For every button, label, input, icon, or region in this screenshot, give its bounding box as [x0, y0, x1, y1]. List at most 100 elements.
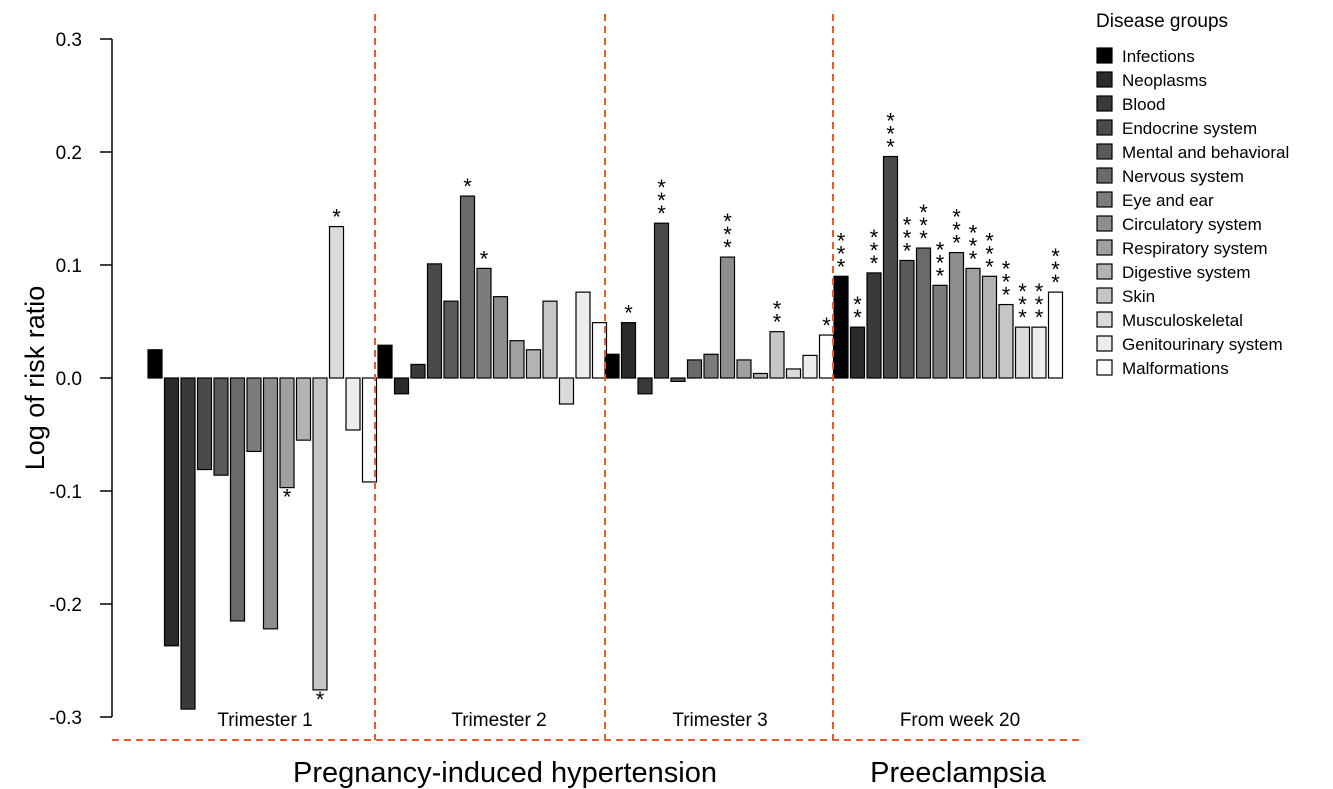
- legend-swatch: [1096, 311, 1113, 328]
- legend-swatch: [1096, 359, 1113, 376]
- bar-skin: [769, 331, 785, 379]
- bar-skin: [542, 300, 558, 379]
- significance-star: *: [837, 228, 846, 253]
- bar-genitourinary-system: [802, 354, 818, 379]
- bar-respiratory-system: [279, 377, 295, 489]
- significance-star: *: [657, 188, 666, 213]
- group-label: Trimester 3: [672, 710, 767, 731]
- legend-label: Malformations: [1122, 359, 1229, 378]
- group-label: Trimester 1: [217, 710, 312, 731]
- legend-swatch: [1096, 335, 1113, 352]
- significance-star: *: [773, 297, 782, 322]
- significance-star: *: [919, 200, 928, 225]
- bar-respiratory-system: [736, 359, 752, 379]
- bar-blood: [180, 377, 196, 710]
- legend-label: Respiratory system: [1122, 239, 1267, 258]
- significance-star: *: [723, 222, 732, 247]
- outcome-label: Preeclampsia: [870, 757, 1047, 789]
- legend-title: Disease groups: [1096, 11, 1228, 32]
- outcome-labels: Pregnancy-induced hypertension Preeclamps…: [293, 757, 1047, 789]
- bar-infections: [604, 353, 620, 379]
- bar-skin: [998, 303, 1014, 379]
- significance-star: *: [822, 313, 831, 338]
- significance-star: *: [952, 205, 961, 230]
- legend-swatch: [1096, 167, 1113, 184]
- bar-endocrine-system: [196, 377, 213, 471]
- significance-star: *: [936, 237, 945, 262]
- bar-eye-and-ear: [476, 267, 492, 379]
- significance-star: *: [870, 225, 879, 250]
- significance-star: *: [969, 246, 978, 271]
- significance-star: *: [463, 174, 472, 199]
- significance-star: *: [723, 209, 732, 234]
- significance-star: *: [952, 218, 961, 243]
- bar-eye-and-ear: [703, 353, 719, 379]
- significance-star: *: [332, 205, 341, 230]
- bar-infections: [833, 275, 849, 379]
- significance-star: *: [1002, 257, 1011, 282]
- legend-label: Infections: [1122, 47, 1195, 66]
- significance-star: *: [870, 238, 879, 263]
- legend-label: Musculoskeletal: [1122, 311, 1243, 330]
- bar-endocrine-system: [882, 155, 899, 379]
- legend-swatch: [1096, 239, 1113, 256]
- y-tick-label: 0.1: [56, 256, 82, 277]
- significance-star: *: [480, 246, 489, 271]
- bar-nervous-system: [229, 377, 246, 622]
- bar-group-2: **: [377, 174, 608, 405]
- significance-star: *: [723, 235, 732, 260]
- legend-swatch: [1096, 95, 1113, 112]
- significance-star: *: [903, 238, 912, 263]
- legend-label: Blood: [1122, 95, 1165, 114]
- bar-eye-and-ear: [932, 284, 948, 379]
- y-axis-label: Log of risk ratio: [20, 286, 50, 471]
- significance-star: *: [886, 135, 895, 160]
- legend-swatch: [1096, 143, 1113, 160]
- legend-label: Skin: [1122, 287, 1155, 306]
- legend-label: Nervous system: [1122, 167, 1244, 186]
- significance-star: *: [1035, 292, 1044, 317]
- bar-infections: [147, 349, 163, 379]
- bar-musculoskeletal: [558, 377, 575, 405]
- bar-circulatory-system: [719, 256, 736, 379]
- significance-star: *: [886, 109, 895, 134]
- bar-malformations: [1047, 291, 1064, 379]
- significance-star: *: [657, 201, 666, 226]
- significance-star: *: [919, 226, 928, 251]
- significance-star: *: [886, 122, 895, 147]
- significance-star: *: [853, 292, 862, 317]
- significance-star: *: [903, 225, 912, 250]
- y-tick-label: 0.3: [56, 30, 82, 51]
- bar-skin: [312, 377, 328, 691]
- legend-swatch: [1096, 263, 1113, 280]
- significance-star: *: [1051, 244, 1060, 269]
- bar-infections: [377, 344, 393, 379]
- group-labels: Trimester 1 Trimester 2 Trimester 3 From we…: [217, 710, 1020, 731]
- significance-star: *: [969, 233, 978, 258]
- bar-genitourinary-system: [345, 377, 361, 431]
- significance-star: *: [773, 310, 782, 335]
- y-tick-label: -0.1: [49, 482, 82, 503]
- bar-circulatory-system: [262, 377, 279, 630]
- significance-star: *: [1002, 270, 1011, 295]
- bar-nervous-system: [915, 247, 932, 379]
- bar-musculoskeletal: [785, 368, 802, 379]
- bar-circulatory-system: [948, 251, 965, 379]
- bar-respiratory-system: [965, 267, 981, 379]
- legend-swatch: [1096, 287, 1113, 304]
- bar-respiratory-system: [509, 340, 525, 379]
- bar-malformations: [361, 377, 378, 483]
- legend-label: Mental and behavioral: [1122, 143, 1289, 162]
- significance-star: *: [985, 254, 994, 279]
- bar-neoplasms: [620, 322, 637, 379]
- bar-mental-and-behavioral: [670, 377, 686, 382]
- legend-label: Endocrine system: [1122, 119, 1257, 138]
- group-label: From week 20: [900, 710, 1020, 731]
- y-tick-label: 0.0: [56, 369, 82, 390]
- bar-nervous-system: [459, 195, 476, 379]
- bars: *********************************** *****…: [147, 109, 1064, 712]
- bar-neoplasms: [849, 326, 866, 379]
- significance-star: *: [1002, 283, 1011, 308]
- legend-label: Neoplasms: [1122, 71, 1207, 90]
